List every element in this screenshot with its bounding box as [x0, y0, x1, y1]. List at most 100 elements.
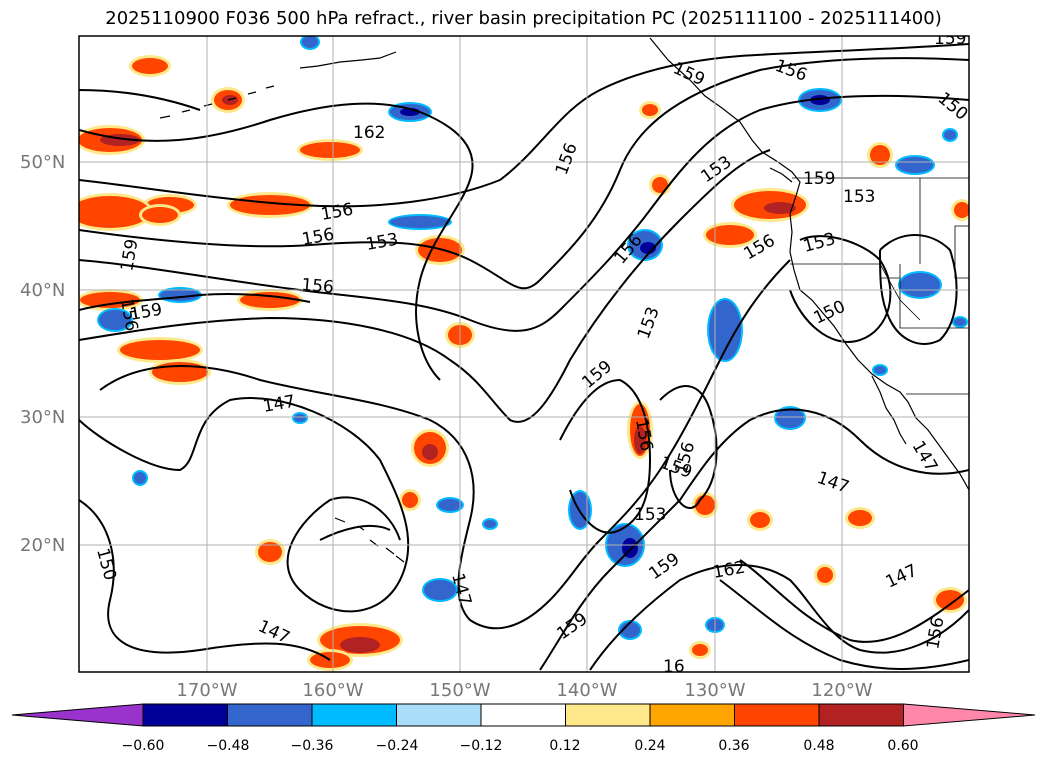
colorbar-tick-label: −0.12	[459, 738, 503, 754]
precip-negative-area	[944, 130, 956, 140]
precip-negative-area	[294, 414, 306, 422]
colorbar-tick-label: −0.48	[206, 738, 250, 754]
precip-negative-area	[874, 366, 886, 374]
precip-positive-area	[642, 104, 658, 116]
colorbar-segment	[649, 703, 735, 727]
precip-negative-area	[776, 408, 804, 428]
precip-positive-area	[936, 590, 964, 610]
colorbar-segment	[565, 703, 651, 727]
hawaii-islands	[334, 517, 405, 563]
precip-positive-area	[80, 292, 140, 308]
latitude-label-30n: 30°N	[20, 407, 66, 428]
colorbar	[11, 703, 1036, 727]
contour-label: 156	[319, 200, 354, 225]
precip-positive-area	[817, 567, 833, 583]
colorbar-segment	[311, 703, 397, 727]
colorbar-segment	[142, 703, 228, 727]
precipitation-shading	[79, 36, 969, 671]
latitude-label-50n: 50°N	[20, 152, 66, 173]
contour-label: 156	[552, 140, 582, 177]
precip-negative-area	[390, 216, 450, 228]
colorbar-tick-label: −0.24	[375, 738, 419, 754]
contour-label: 153	[634, 505, 666, 525]
contour-label: 159	[934, 29, 966, 49]
precip-negative-area	[709, 300, 741, 360]
contour-label: 153	[364, 230, 399, 255]
vancouver-island	[769, 167, 793, 183]
longitude-label-160w: 160°W	[302, 680, 364, 701]
precip-positive-area	[692, 644, 708, 656]
precip-negative-core	[640, 242, 656, 254]
longitude-label-130w: 130°W	[684, 680, 746, 701]
contour-label: 159	[578, 357, 616, 393]
refractivity-contours	[79, 43, 969, 671]
contour-label: 156	[300, 225, 335, 250]
contour-label: 16	[663, 657, 685, 677]
precip-positive-area	[652, 177, 668, 193]
contour-label: 147	[261, 392, 296, 417]
contour-label: 159	[670, 58, 708, 90]
contour-label: 159	[128, 300, 163, 325]
longitude-label-140w: 140°W	[556, 680, 618, 701]
latitude-label-40n: 40°N	[20, 280, 66, 301]
contour-label: 162	[711, 558, 746, 583]
precip-negative-area	[620, 622, 640, 638]
latitude-label-20n: 20°N	[20, 535, 66, 556]
precip-negative-area	[99, 310, 131, 330]
precip-positive-area	[152, 362, 208, 382]
longitude-label-170w: 170°W	[176, 680, 238, 701]
coastlines	[159, 37, 969, 563]
alaska-coast	[299, 51, 397, 69]
colorbar-tick-label: 0.36	[718, 738, 750, 754]
contour-label: 153	[634, 304, 664, 341]
precip-positive-area	[120, 340, 200, 360]
precip-positive-area	[132, 58, 168, 74]
colorbar-tick-label: 0.24	[634, 738, 666, 754]
precip-positive-area	[240, 292, 300, 308]
north-america-coast	[649, 37, 969, 491]
contour-label: 153	[843, 187, 875, 207]
colorbar-tick-label: 0.12	[549, 738, 581, 754]
precip-negative-area	[900, 273, 940, 297]
baja-coast	[871, 375, 907, 445]
contour-label: 162	[353, 123, 385, 143]
precip-negative-area	[438, 499, 462, 511]
colorbar-segment	[227, 703, 313, 727]
contour-label: 153	[801, 229, 838, 257]
precip-negative-area	[954, 318, 966, 326]
contour-label: 156	[923, 615, 948, 650]
contour-label: 150	[92, 546, 120, 583]
precip-positive-area	[750, 512, 770, 528]
contour-label: 147	[883, 561, 921, 593]
colorbar-segment	[480, 703, 566, 727]
colorbar-segment	[818, 703, 904, 727]
contour-label: 147	[814, 468, 851, 498]
political-borders	[790, 177, 969, 395]
map-title: 2025110900 F036 500 hPa refract., river …	[105, 8, 942, 29]
colorbar-segment	[396, 703, 482, 727]
colorbar-segment	[734, 703, 820, 727]
precip-positive-core	[422, 444, 438, 460]
colorbar-extend-high	[903, 703, 1036, 727]
precip-positive-area	[870, 145, 890, 165]
precip-positive-area	[79, 196, 150, 228]
contour-label: 159	[803, 169, 835, 189]
precip-negative-area	[897, 157, 933, 173]
precip-positive-area	[695, 495, 715, 515]
precip-positive-core	[634, 426, 646, 454]
contour-label: 159	[645, 549, 683, 584]
precip-positive-core	[340, 637, 380, 653]
precip-positive-area	[706, 225, 754, 245]
contour-label: 156	[301, 275, 335, 298]
precip-positive-area	[402, 492, 418, 508]
contour-label: 153	[697, 152, 735, 187]
contour-label: 156	[772, 56, 809, 86]
colorbar-tick-label: −0.36	[290, 738, 334, 754]
precip-negative-area	[424, 580, 456, 600]
precip-negative-area	[302, 36, 318, 48]
colorbar-tick-label: −0.60	[121, 738, 165, 754]
colorbar-tick-label: 0.60	[887, 738, 919, 754]
